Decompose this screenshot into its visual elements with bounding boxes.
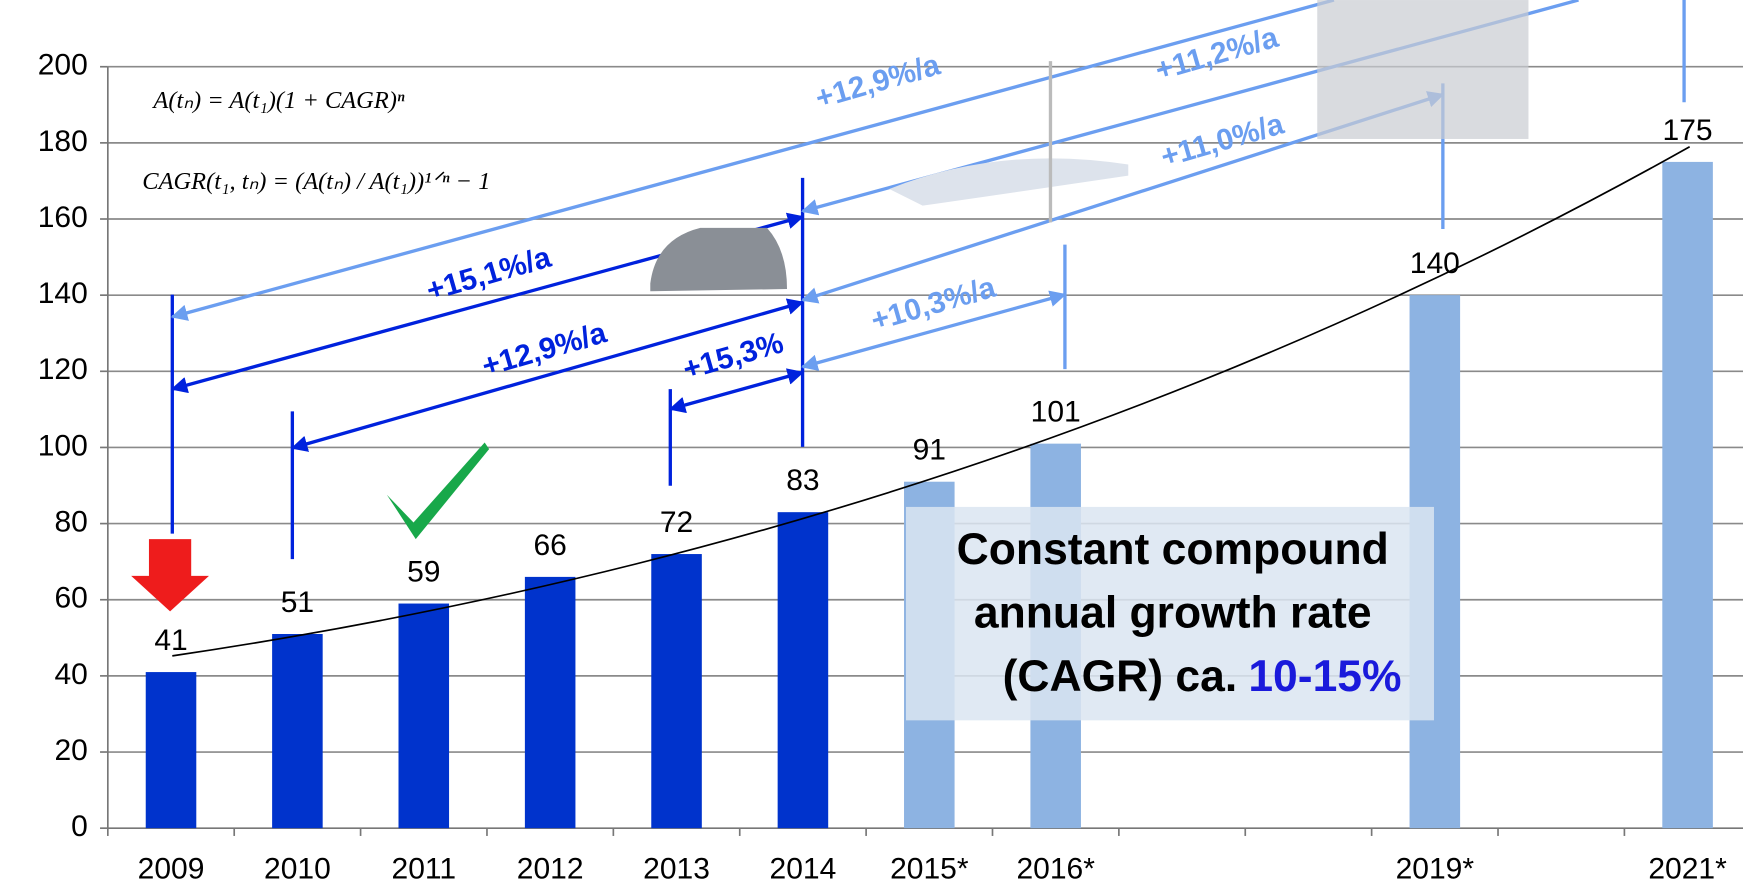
x-tick-label: 2021* (1648, 852, 1727, 885)
plane-icon (889, 158, 1129, 206)
y-tick-label: 0 (71, 810, 88, 843)
red-arrow (131, 539, 209, 612)
data-label: 59 (407, 555, 440, 588)
y-tick-label: 200 (38, 49, 88, 82)
y-tick-label: 160 (38, 201, 88, 234)
y-tick-label: 100 (38, 429, 88, 462)
cagr-label: +10,3%/a (867, 271, 999, 338)
y-tick-label: 80 (54, 506, 87, 539)
x-tick-label: 2013 (643, 852, 710, 885)
note-line: annual growth rate (974, 589, 1372, 638)
cagr-label: +12,9%/a (478, 316, 610, 383)
cagr-label: +15,1%/a (423, 241, 555, 308)
check-mark (386, 442, 490, 540)
y-tick-label: 60 (54, 582, 87, 615)
bar (398, 603, 450, 829)
x-tick-label: 2009 (138, 852, 205, 885)
bar (524, 576, 576, 829)
cagr-arrow (290, 298, 805, 452)
data-label: 72 (660, 506, 693, 539)
trend-curve (172, 146, 1691, 657)
car-icon (650, 227, 788, 292)
note-line: (CAGR) ca. (1003, 652, 1238, 701)
cagr-label: +12,9%/a (812, 48, 944, 115)
x-tick-label: 2011 (392, 852, 457, 885)
x-tick-label: 2015* (890, 852, 969, 885)
y-tick-label: 180 (38, 125, 88, 158)
data-label: 41 (154, 624, 187, 657)
data-label: 101 (1031, 396, 1081, 429)
data-label: 51 (281, 586, 314, 619)
y-tick-label: 20 (54, 734, 87, 767)
bar (777, 512, 829, 829)
data-label: 66 (533, 529, 566, 562)
y-tick-label: 140 (38, 277, 88, 310)
y-tick-label: 120 (38, 353, 88, 386)
data-label: 140 (1410, 247, 1460, 280)
data-label: 175 (1663, 114, 1713, 147)
x-tick-label: 2016* (1016, 852, 1095, 885)
x-tick-label: 2012 (517, 852, 584, 885)
bar (272, 634, 323, 829)
cagr-label: +15,3% (679, 326, 787, 386)
note-box (905, 506, 1434, 721)
cagr-arrow (800, 290, 1067, 371)
formula: A(tₙ) = A(t₁)(1 + CAGR)ⁿ (151, 87, 404, 114)
building-image (1317, 0, 1529, 139)
note-line: Constant compound (957, 525, 1389, 574)
formula: CAGR(t₁, tₙ) = (A(tₙ) / A(t₁))¹ᐟⁿ − 1 (142, 168, 490, 195)
bar (145, 672, 197, 829)
x-tick-label: 2019* (1396, 852, 1475, 885)
cagr-arrow (668, 368, 805, 414)
x-tick-label: 2010 (264, 852, 331, 885)
data-label: 83 (786, 464, 819, 497)
x-tick-label: 2014 (770, 852, 837, 885)
bar (1662, 161, 1713, 829)
bar (651, 554, 702, 829)
note-highlight: 10-15% (1248, 652, 1401, 701)
y-tick-label: 40 (54, 658, 87, 691)
data-label: 91 (913, 434, 946, 467)
